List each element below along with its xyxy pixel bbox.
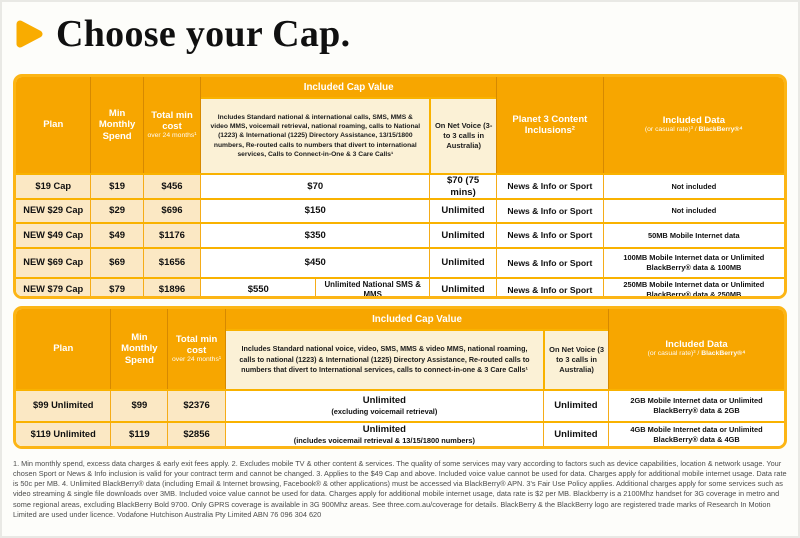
table-row-29-cap: NEW $29 Cap $29 $696 $150 Unlimited News…: [16, 198, 784, 222]
cell-cap-value: $450: [200, 249, 429, 277]
cell-total-min-cost: $2376: [167, 391, 225, 421]
cap-value-includes-text: Includes Standard national voice, video,…: [225, 331, 544, 389]
cap-table-header: Plan Min Monthly Spend Total min cost ov…: [16, 77, 784, 173]
col-header-min-monthly-spend: Min Monthly Spend: [110, 309, 167, 389]
cell-planet3: News & Info or Sport: [495, 200, 603, 222]
cap-value-note: (includes voicemail retrieval & 13/15/18…: [293, 435, 475, 445]
cell-min-monthly-spend: $19: [90, 175, 143, 198]
cell-plan: $19 Cap: [16, 175, 91, 198]
included-data-subtext: (or casual rate)³ / BlackBerry®⁴: [644, 126, 743, 134]
table-row-79-cap: NEW $79 Cap $79 $1896 $550 Unlimited Nat…: [16, 277, 784, 296]
cell-planet3: News & Info or Sport: [495, 279, 603, 296]
cell-min-monthly-spend: $119: [110, 423, 168, 446]
cell-included-data: Not included: [602, 200, 784, 222]
cell-cap-value: $150: [200, 200, 429, 222]
cell-included-data: Not included: [602, 175, 784, 198]
col-header-planet3-inclusions: Planet 3 Content Inclusions²: [495, 77, 603, 173]
cell-cap-value-split: $550 Unlimited National SMS & MMS: [200, 279, 429, 296]
cell-plan: NEW $79 Cap: [16, 279, 91, 296]
cell-included-data: 2GB Mobile Internet data or Unlimited Bl…: [608, 391, 784, 421]
cell-on-net-voice: Unlimited: [542, 391, 608, 421]
col-header-on-net-voice: On Net Voice (3 to 3 calls in Australia): [543, 331, 609, 389]
cell-plan: NEW $69 Cap: [16, 249, 91, 277]
col-header-included-cap-value: Included Cap Value: [303, 81, 394, 93]
title-row: Choose your Cap.: [16, 12, 350, 56]
table-row-119-unlimited: $119 Unlimited $119 $2856 Unlimited (inc…: [16, 421, 784, 446]
cell-on-net-voice: Unlimited: [429, 249, 496, 277]
cell-total-min-cost: $696: [142, 200, 201, 222]
cell-on-net-voice: Unlimited: [429, 200, 496, 222]
total-min-cost-subtext: over 24 months¹: [147, 131, 197, 139]
unlimited-plans-table: Plan Min Monthly Spend Total min cost ov…: [13, 306, 787, 449]
cell-total-min-cost: $2856: [167, 423, 225, 446]
cell-included-data: 250MB Mobile Internet data or Unlimited …: [602, 279, 784, 296]
cell-plan: NEW $49 Cap: [16, 224, 91, 247]
cell-on-net-voice: Unlimited: [542, 423, 608, 446]
col-header-total-min-cost: Total min cost over 24 months¹: [142, 77, 201, 173]
cell-planet3: News & Info or Sport: [495, 175, 603, 198]
cell-included-data: 50MB Mobile Internet data: [602, 224, 784, 247]
col-header-included-cap-value: Included Cap Value: [372, 313, 462, 325]
page-title: Choose your Cap.: [56, 13, 351, 55]
table-row-49-cap: NEW $49 Cap $49 $1176 $350 Unlimited New…: [16, 222, 784, 247]
cell-total-min-cost: $1176: [142, 224, 201, 247]
col-header-min-monthly-spend: Min Monthly Spend: [90, 77, 142, 173]
total-min-cost-subtext: over 24 months¹: [172, 355, 222, 363]
cell-min-monthly-spend: $79: [90, 279, 143, 296]
cap-value-note: (excluding voicemail retrieval): [331, 407, 438, 417]
cell-on-net-voice: $70 (75 mins): [429, 175, 496, 198]
cell-cap-value: Unlimited (excluding voicemail retrieval…: [224, 391, 543, 421]
cell-plan: NEW $29 Cap: [16, 200, 91, 222]
cell-included-data: 100MB Mobile Internet data or Unlimited …: [602, 249, 784, 277]
included-cap-value-group: Included Cap Value Includes Standard nat…: [200, 77, 496, 173]
col-header-plan: Plan: [53, 343, 74, 355]
table-row-69-cap: NEW $69 Cap $69 $1656 $450 Unlimited New…: [16, 247, 784, 277]
play-triangle-icon: [16, 20, 43, 48]
col-header-total-min-cost: Total min cost over 24 months¹: [167, 309, 225, 389]
cell-cap-value: $350: [200, 224, 429, 247]
cell-cap-value: Unlimited (includes voicemail retrieval …: [224, 423, 543, 446]
cell-min-monthly-spend: $69: [90, 249, 143, 277]
col-header-included-data: Included Data (or casual rate)³ / BlackB…: [602, 77, 784, 173]
cell-min-monthly-spend: $29: [90, 200, 143, 222]
table-row-99-unlimited: $99 Unlimited $99 $2376 Unlimited (exclu…: [16, 389, 784, 421]
legal-footnotes: 1. Min monthly spend, excess data charge…: [13, 459, 787, 519]
col-header-plan: Plan: [43, 119, 64, 131]
cell-plan: $99 Unlimited: [16, 391, 111, 421]
cell-total-min-cost: $456: [142, 175, 201, 198]
unlimited-table-header: Plan Min Monthly Spend Total min cost ov…: [16, 309, 784, 389]
cell-on-net-voice: Unlimited: [429, 279, 496, 296]
included-cap-value-group: Included Cap Value Includes Standard nat…: [224, 309, 609, 389]
cap-plans-table: Plan Min Monthly Spend Total min cost ov…: [13, 74, 787, 299]
cell-planet3: News & Info or Sport: [495, 224, 603, 247]
col-header-included-data: Included Data (or casual rate)³ / BlackB…: [608, 309, 784, 389]
cell-cap-dollar-value: $550: [247, 284, 269, 296]
cell-cap-value: $70: [200, 175, 429, 198]
cell-cap-sms-value: Unlimited National SMS & MMS: [315, 279, 429, 296]
cell-included-data: 4GB Mobile Internet data or Unlimited Bl…: [608, 423, 784, 446]
included-data-subtext: (or casual rate)³ / BlackBerry®⁴: [647, 350, 746, 358]
cell-min-monthly-spend: $99: [110, 391, 168, 421]
cell-total-min-cost: $1896: [142, 279, 201, 296]
cell-on-net-voice: Unlimited: [429, 224, 496, 247]
table-row-19-cap: $19 Cap $19 $456 $70 $70 (75 mins) News …: [16, 173, 784, 198]
cap-value-includes-text: Includes Standard national & internation…: [201, 99, 430, 173]
cell-plan: $119 Unlimited: [16, 423, 111, 446]
cell-min-monthly-spend: $49: [90, 224, 143, 247]
cell-planet3: News & Info or Sport: [495, 249, 603, 277]
cell-total-min-cost: $1656: [142, 249, 201, 277]
col-header-on-net-voice: On Net Voice (3- to 3 calls in Australia…: [429, 99, 496, 173]
